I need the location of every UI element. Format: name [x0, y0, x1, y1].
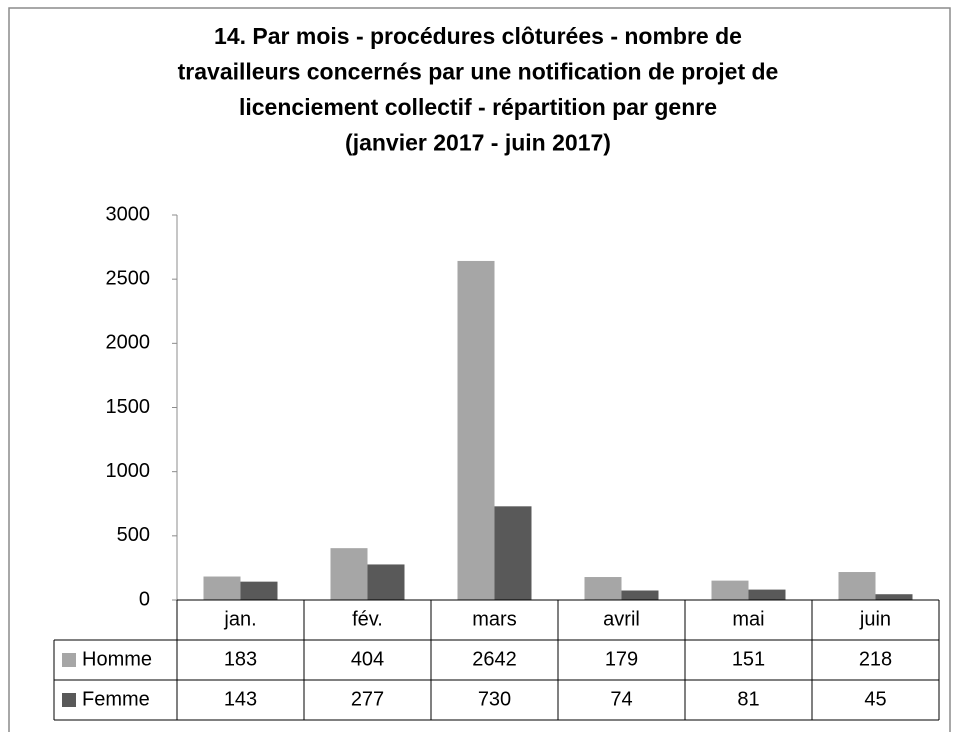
chart-title: 14. Par mois - procédures clôturées - no… [214, 23, 742, 49]
table-value: 81 [737, 688, 759, 710]
table-value: 143 [224, 688, 257, 710]
table-value: 2642 [472, 648, 517, 670]
bar [330, 548, 368, 600]
legend-key [62, 653, 76, 667]
x-tick-label: juin [859, 608, 891, 630]
legend-key [62, 693, 76, 707]
x-tick-label: mars [472, 608, 516, 630]
table-value: 404 [351, 648, 384, 670]
x-tick-label: avril [603, 608, 640, 630]
chart-title: licenciement collectif - répartition par… [239, 94, 717, 120]
bar [494, 506, 532, 600]
bar [203, 576, 241, 600]
x-tick-label: fév. [352, 608, 383, 630]
bar [748, 589, 786, 600]
bar [711, 580, 749, 600]
bar [875, 594, 913, 600]
y-tick-label: 1000 [106, 460, 151, 482]
bar [457, 260, 495, 600]
y-tick-label: 1500 [106, 396, 151, 418]
chart-title: travailleurs concernés par une notificat… [178, 59, 779, 85]
x-tick-label: mai [732, 608, 764, 630]
chart-title: (janvier 2017 - juin 2017) [345, 130, 611, 156]
bar [838, 572, 876, 600]
y-tick-label: 2500 [106, 267, 151, 289]
bar [584, 577, 622, 600]
chart-frame [8, 7, 951, 737]
table-value: 183 [224, 648, 257, 670]
legend-label: Femme [82, 688, 150, 710]
table-value: 45 [864, 688, 886, 710]
table-value: 277 [351, 688, 384, 710]
table-value: 179 [605, 648, 638, 670]
bar [367, 564, 405, 600]
y-tick-label: 500 [117, 524, 150, 546]
bar [240, 581, 278, 600]
y-tick-label: 0 [139, 588, 150, 610]
table-value: 730 [478, 688, 511, 710]
table-value: 151 [732, 648, 765, 670]
bar [621, 590, 659, 600]
legend-label: Homme [82, 648, 152, 670]
table-value: 74 [610, 688, 632, 710]
y-tick-label: 3000 [106, 203, 151, 225]
y-tick-label: 2000 [106, 332, 151, 354]
table-value: 218 [859, 648, 892, 670]
x-tick-label: jan. [223, 608, 256, 630]
